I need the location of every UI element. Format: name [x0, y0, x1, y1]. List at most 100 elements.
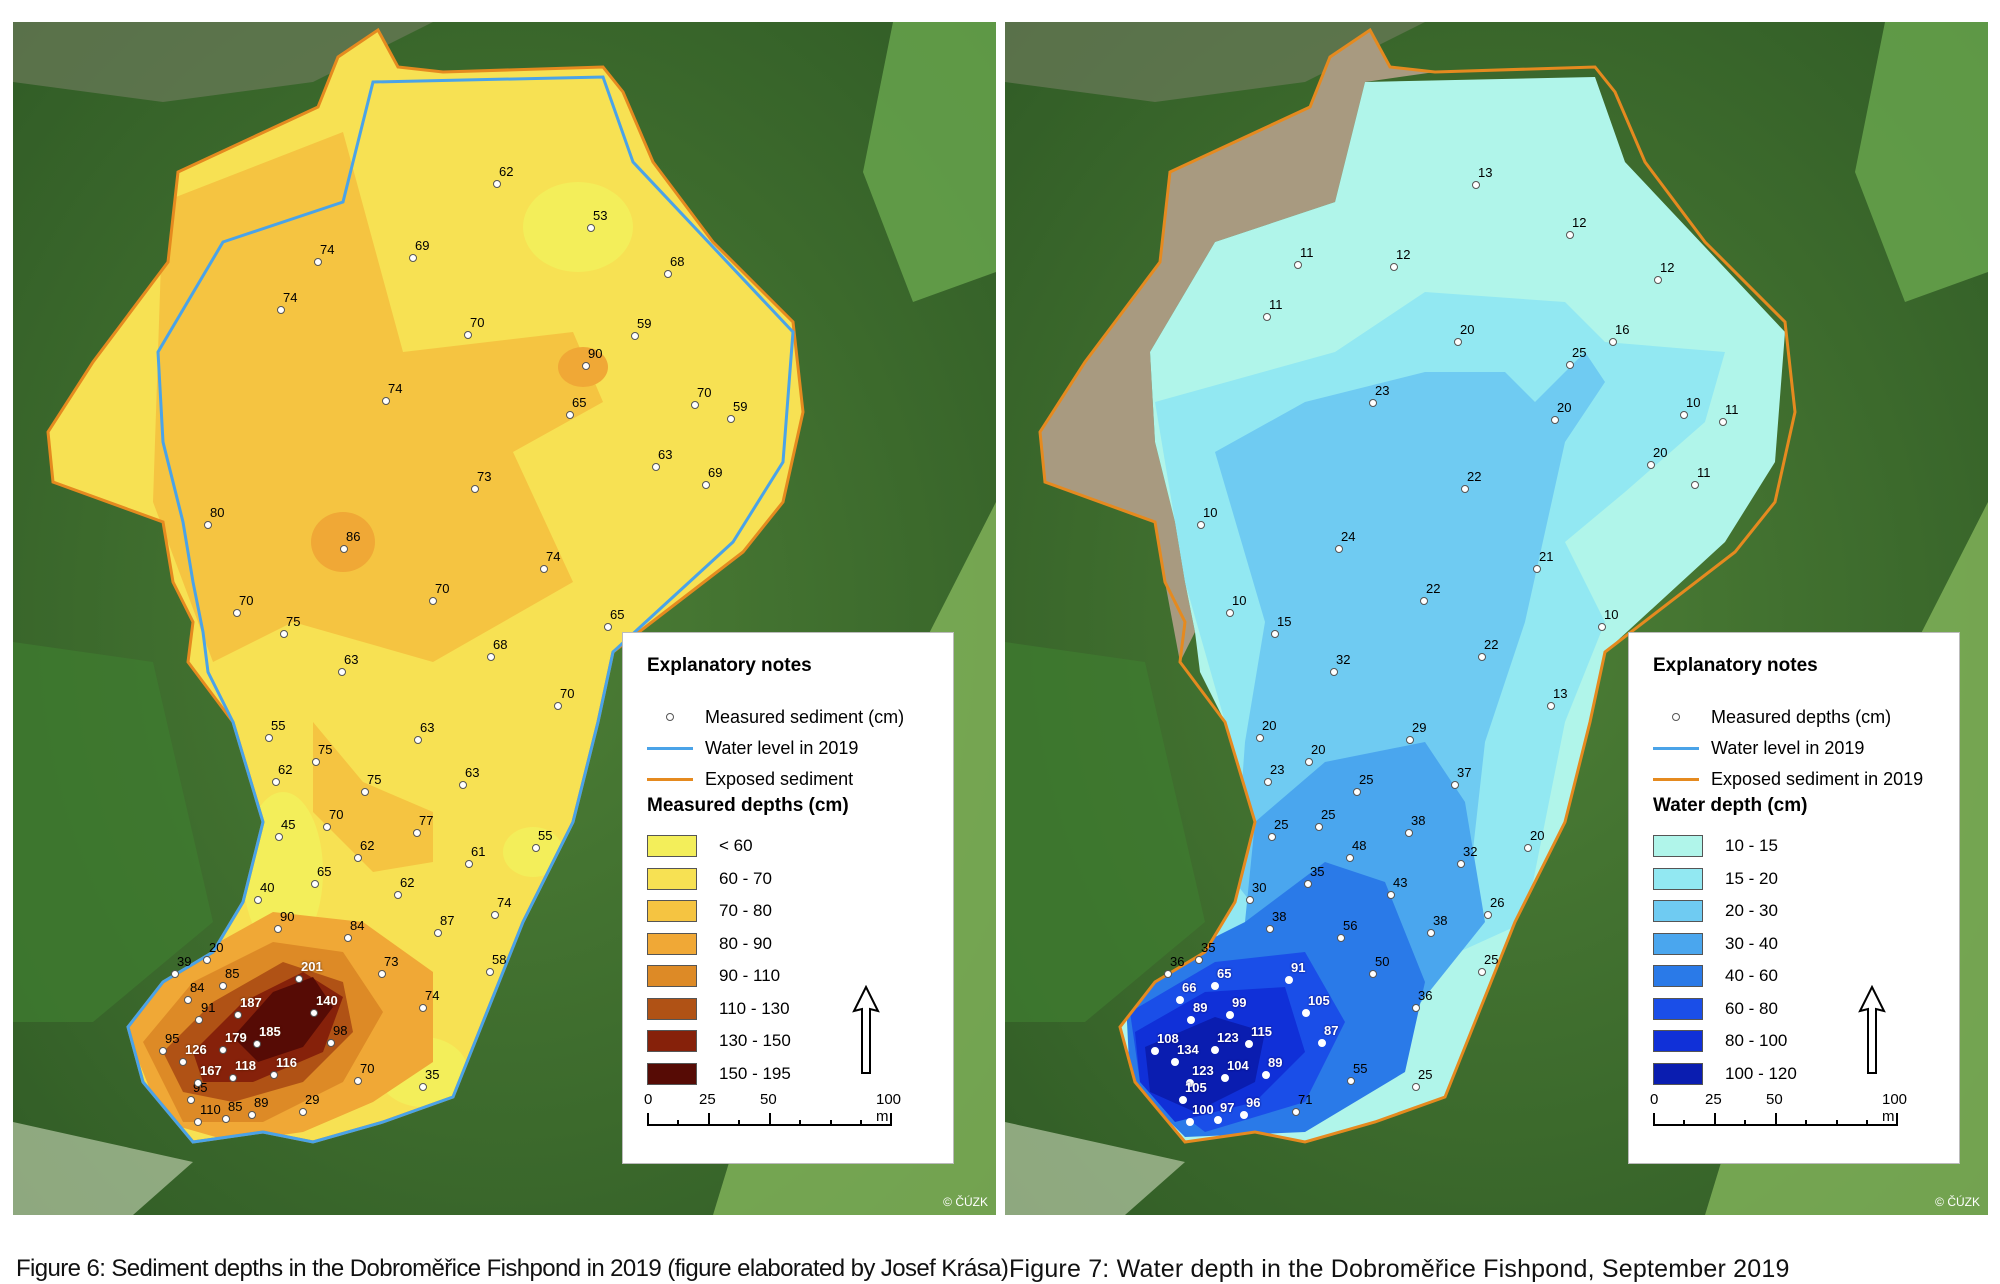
figure-7-caption: Figure 7: Water depth in the Dobroměřice…: [1009, 1255, 1790, 1283]
point-value: 26: [1490, 895, 1505, 910]
legend-title: Explanatory notes: [647, 655, 812, 676]
legend-point-row: Measured sediment (cm): [647, 705, 904, 729]
legend-class-label: 150 - 195: [719, 1063, 791, 1083]
point-value: 36: [1418, 988, 1433, 1003]
water-line-icon: [647, 746, 693, 750]
point-marker-icon: [280, 630, 288, 638]
point-value: 53: [593, 208, 608, 223]
legend-class-label: 130 - 150: [719, 1031, 791, 1050]
point-marker-icon: [327, 1039, 335, 1047]
sediment-depth-map: 62 53 74 69 68 74 70 59 90 74 65 70 59 63 69 73 80 86 74 70…: [13, 22, 996, 1215]
legend-class-label: 80 - 90: [719, 933, 772, 953]
point-value: 74: [425, 988, 440, 1003]
point-value: 22: [1484, 637, 1499, 652]
point-marker-icon: [471, 485, 479, 493]
point-marker-icon: [487, 653, 495, 661]
point-marker-icon: [434, 929, 442, 937]
point-marker-icon: [414, 736, 422, 744]
point-value: 20: [209, 940, 224, 955]
legend-class-label: 90 - 110: [719, 966, 781, 985]
point-value: 116: [276, 1055, 297, 1070]
point-marker-icon: [491, 911, 499, 919]
point-value: 29: [305, 1092, 320, 1107]
point-marker-icon: [1451, 781, 1459, 789]
point-marker-icon: [1318, 1039, 1326, 1047]
scale-tick: 50: [760, 1091, 777, 1108]
point-value: 179: [225, 1030, 247, 1045]
point-marker-icon: [1285, 976, 1293, 984]
point-value: 29: [1412, 720, 1427, 735]
point-value: 50: [1375, 954, 1390, 969]
point-marker-icon: [248, 1111, 256, 1119]
exposed-line-icon: [647, 777, 693, 781]
point-value: 20: [1311, 742, 1326, 757]
point-marker-icon: [1335, 545, 1343, 553]
point-marker-icon: [253, 1040, 261, 1048]
point-marker-icon: [1457, 860, 1465, 868]
legend-class-label: 30 - 40: [1725, 933, 1778, 953]
point-value: 25: [1484, 952, 1499, 967]
exposed-sediment-outline: [1038, 27, 1797, 1144]
point-value: 25: [1418, 1067, 1433, 1082]
point-marker-icon: [1478, 968, 1486, 976]
point-value: 70: [360, 1061, 375, 1076]
point-marker-icon: [1337, 934, 1345, 942]
point-marker-icon: [272, 778, 280, 786]
point-value: 43: [1393, 875, 1408, 890]
point-marker-icon: [1405, 829, 1413, 837]
legend-class-swatch: [647, 1030, 697, 1052]
point-value: 65: [317, 864, 332, 879]
legend-class-label: 60 - 80: [1725, 998, 1778, 1018]
point-marker-icon: [1176, 996, 1184, 1004]
point-value: 86: [346, 529, 361, 544]
point-marker-icon: [1151, 1047, 1159, 1055]
point-value: 89: [1193, 1000, 1208, 1015]
point-marker-icon: [1691, 481, 1699, 489]
point-value: 11: [1725, 402, 1739, 417]
point-value: 126: [185, 1042, 207, 1057]
point-marker-icon: [1551, 416, 1559, 424]
copyright-label: © ČÚZK: [1935, 1195, 1980, 1209]
point-value: 74: [497, 895, 512, 910]
point-value: 22: [1467, 469, 1482, 484]
point-marker-icon: [1347, 1077, 1355, 1085]
point-value: 15: [1277, 614, 1292, 629]
point-value: 69: [415, 238, 430, 253]
legend-class-label: < 60: [719, 836, 753, 855]
point-value: 91: [201, 1000, 216, 1015]
point-marker-icon: [1387, 891, 1395, 899]
point-value: 134: [1177, 1042, 1199, 1057]
point-marker-icon: [493, 180, 501, 188]
point-marker-icon: [275, 833, 283, 841]
legend-exposed-label: Exposed sediment in 2019: [1711, 768, 1924, 789]
point-marker-icon: [171, 970, 179, 978]
point-marker-icon: [378, 970, 386, 978]
point-marker-icon: [1353, 788, 1361, 796]
point-value: 123: [1192, 1063, 1214, 1078]
point-marker-icon: [1292, 1108, 1300, 1116]
point-value: 75: [367, 772, 382, 787]
point-value: 55: [271, 718, 286, 733]
legend-class-label: 40 - 60: [1725, 966, 1778, 985]
point-value: 108: [1157, 1031, 1179, 1046]
point-marker-icon: [409, 254, 417, 262]
point-value: 37: [1457, 765, 1472, 780]
legend-class-swatch: [1653, 900, 1703, 922]
point-value: 55: [1353, 1061, 1368, 1076]
point-marker-icon: [354, 854, 362, 862]
point-value: 30: [1252, 880, 1267, 895]
point-value: 58: [492, 952, 507, 967]
scale-tick: 0: [644, 1091, 653, 1108]
scale-bar: 0 25 50 100 m: [1650, 1091, 1923, 1141]
point-value: 62: [499, 164, 514, 179]
point-marker-icon: [234, 1011, 242, 1019]
point-value: 80: [210, 505, 225, 520]
point-marker-icon: [1420, 597, 1428, 605]
copyright-label: © ČÚZK: [943, 1195, 988, 1209]
point-marker-icon: [1302, 1009, 1310, 1017]
scale-tick: 25: [1705, 1091, 1722, 1108]
legend-water-row: Water level in 2019: [647, 736, 858, 760]
point-marker-icon: [664, 270, 672, 278]
point-value: 95: [165, 1031, 180, 1046]
point-marker-icon: [1566, 361, 1574, 369]
